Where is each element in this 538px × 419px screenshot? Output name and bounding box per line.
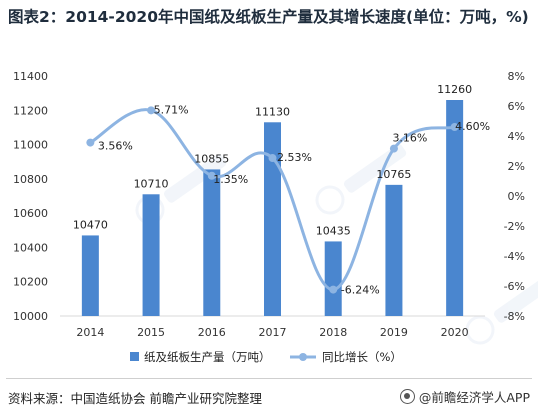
x-axis-tick-label: 2020 — [441, 326, 469, 339]
source-note: 资料来源：中国造纸协会 前瞻产业研究院整理 — [8, 391, 262, 406]
left-axis: 10000 10200 10400 10600 10800 11000 11200 11400 — [13, 70, 48, 323]
right-axis-tick-label: 4% — [508, 130, 525, 143]
line-value-label: -6.24% — [341, 284, 380, 297]
line-point — [86, 138, 95, 147]
bar-value-label: 10435 — [316, 224, 351, 237]
bar-value-label: 10470 — [73, 218, 108, 231]
line-point — [147, 106, 156, 115]
left-axis-tick-label: 11200 — [13, 104, 48, 117]
chart-title: 图表2：2014-2020年中国纸及纸板生产量及其增长速度(单位：万吨，%) — [8, 8, 529, 26]
legend-line-label: 同比增长（%） — [322, 350, 402, 364]
x-axis-tick-label: 2015 — [137, 326, 165, 339]
legend-bar-swatch — [130, 352, 139, 361]
bar-series — [81, 100, 464, 317]
bar-value-label: 11130 — [255, 105, 290, 118]
bar-value-label: 10855 — [194, 152, 229, 165]
brand-label: @前瞻经济学人APP — [418, 390, 530, 405]
right-axis-tick-label: -2% — [504, 220, 525, 233]
left-axis-tick-label: 11400 — [13, 70, 48, 83]
left-axis-tick-label: 10400 — [13, 241, 48, 254]
line-series — [86, 106, 459, 294]
line-point — [389, 144, 398, 153]
line-value-label: 5.71% — [154, 103, 189, 116]
x-axis-tick-label: 2018 — [319, 326, 347, 339]
growth-line — [89, 108, 456, 292]
line-value-label: 3.56% — [98, 140, 133, 153]
right-axis-tick-label: 0% — [508, 190, 525, 203]
bar — [446, 100, 464, 316]
right-axis-tick-label: 2% — [508, 160, 525, 173]
bar-value-label: 10710 — [134, 177, 169, 190]
x-axis-tick-label: 2017 — [259, 326, 287, 339]
watermark-logo-icon — [465, 274, 538, 345]
line-value-label: 4.60% — [455, 120, 490, 133]
bar — [142, 194, 160, 316]
x-axis-tick-label: 2019 — [380, 326, 408, 339]
x-axis-tick-label: 2014 — [76, 326, 104, 339]
brand-credit: @前瞻经济学人APP — [399, 387, 530, 406]
data-labels: 10470 10710 10855 11130 10435 10765 11260 3.56%… — [73, 83, 490, 297]
line-point — [207, 171, 216, 180]
bar — [81, 235, 99, 316]
bar — [324, 241, 342, 316]
x-axis-tick-label: 2016 — [198, 326, 226, 339]
left-axis-tick-label: 10200 — [13, 276, 48, 289]
right-axis: -8% -6% -4% -2% 0% 2% 4% 6% 8% — [504, 70, 525, 323]
footer-divider — [6, 378, 532, 379]
legend: 纸及纸板生产量（万吨） 同比增长（%） — [130, 350, 402, 364]
left-axis-tick-label: 10600 — [13, 207, 48, 220]
left-axis-tick-label: 10800 — [13, 173, 48, 186]
line-point — [329, 285, 338, 294]
left-axis-tick-label: 11000 — [13, 139, 48, 152]
right-axis-tick-label: 8% — [508, 70, 525, 83]
legend-bar-label: 纸及纸板生产量（万吨） — [144, 350, 271, 364]
line-point — [450, 123, 459, 131]
bar — [203, 169, 221, 316]
line-value-label: 1.35% — [213, 173, 248, 186]
right-axis-tick-label: 6% — [508, 100, 525, 113]
line-value-label: 3.16% — [392, 132, 427, 145]
bar — [385, 184, 403, 316]
bar-value-label: 11260 — [437, 83, 472, 96]
bar — [264, 122, 281, 317]
right-axis-tick-label: -6% — [504, 280, 525, 293]
left-axis-tick-label: 10000 — [13, 310, 48, 323]
x-axis: 2014 2015 2016 2017 2018 2019 2020 — [60, 315, 485, 339]
qianzhan-logo-icon — [399, 389, 415, 404]
line-value-label: 2.53% — [277, 151, 312, 164]
line-point — [268, 154, 277, 163]
right-axis-tick-label: -8% — [504, 310, 525, 323]
legend-line-marker — [299, 353, 307, 361]
right-axis-tick-label: -4% — [504, 250, 525, 263]
bar-value-label: 10765 — [376, 168, 411, 181]
